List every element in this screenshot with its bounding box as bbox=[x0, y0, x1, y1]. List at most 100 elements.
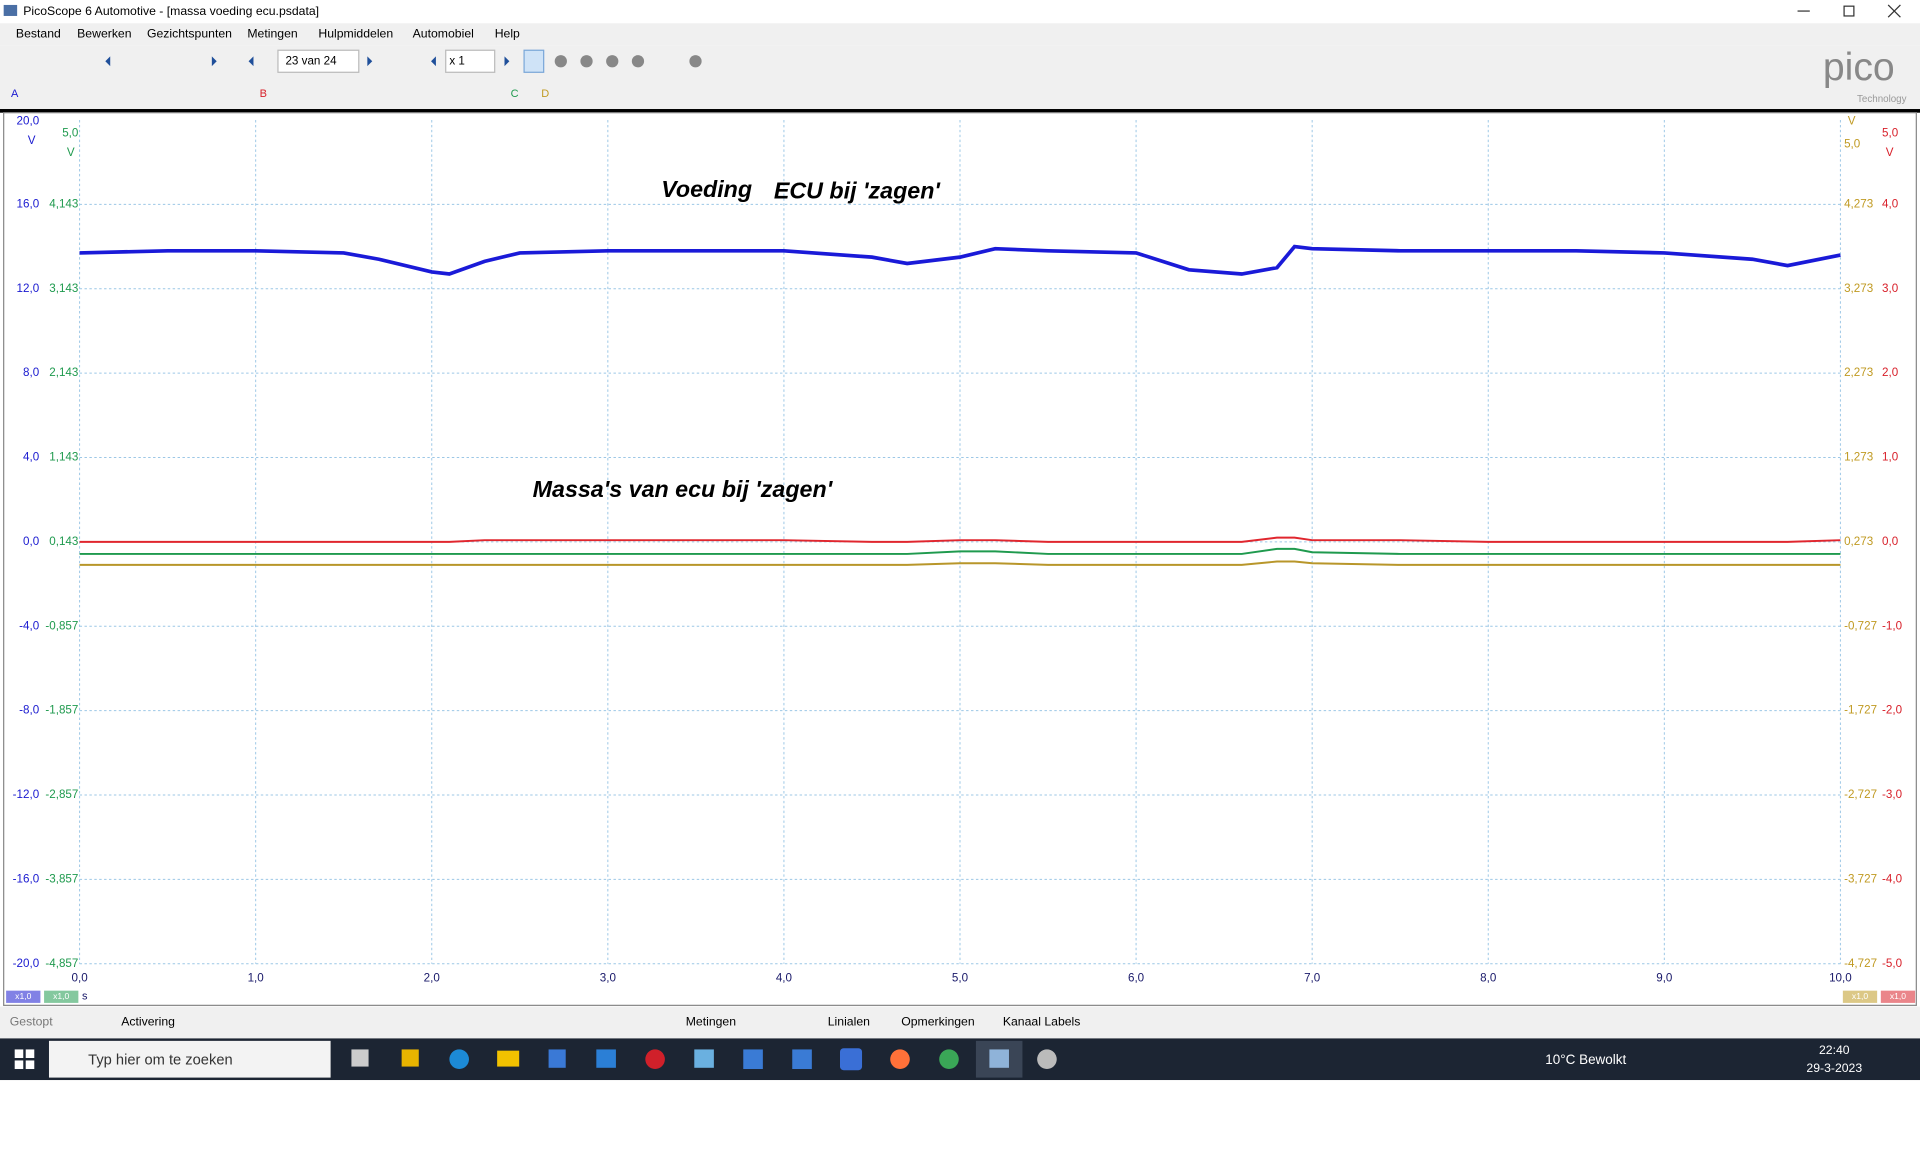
trace bbox=[79, 560, 1841, 566]
channel-button[interactable]: D bbox=[541, 88, 549, 100]
y-tick-label: 2,273 bbox=[1844, 366, 1873, 379]
y-tick-label: 4,273 bbox=[1844, 197, 1873, 210]
menu-item[interactable]: Help bbox=[495, 27, 520, 41]
pointer-tool[interactable] bbox=[523, 49, 545, 73]
scale-badge-bg bbox=[44, 990, 79, 1003]
y-tick-label: 0,273 bbox=[1844, 535, 1873, 548]
y-tick-label: -8,0 bbox=[19, 704, 40, 717]
y-tick-label: -2,857 bbox=[45, 788, 78, 801]
y-tick-label: -3,857 bbox=[45, 872, 78, 885]
trace bbox=[79, 536, 1841, 543]
rulers-toggle[interactable]: Linialen bbox=[828, 1015, 870, 1029]
zoom-indicator: x 1 bbox=[449, 54, 465, 67]
weather[interactable]: 10°C Bewolkt bbox=[1545, 1052, 1626, 1067]
x-tick-label: 2,0 bbox=[424, 971, 441, 984]
y-tick-label: -1,0 bbox=[1882, 619, 1903, 632]
x-tick-label: 1,0 bbox=[248, 971, 265, 984]
y-tick-label: -3,0 bbox=[1882, 788, 1903, 801]
annotation: Voeding bbox=[661, 176, 752, 202]
trace bbox=[79, 244, 1841, 276]
menu-bar bbox=[0, 23, 1920, 46]
channel-button[interactable]: B bbox=[260, 88, 267, 100]
channel-button[interactable]: A bbox=[11, 88, 19, 100]
window-controls[interactable] bbox=[1797, 4, 1901, 18]
scale-badge-bg bbox=[1880, 990, 1916, 1003]
x-tick-label: 7,0 bbox=[1304, 971, 1321, 984]
notes-toggle[interactable]: Opmerkingen bbox=[901, 1015, 975, 1029]
y-tick-label: -1,727 bbox=[1844, 704, 1877, 717]
clock-date[interactable]: 29-3-2023 bbox=[1806, 1061, 1862, 1075]
trace bbox=[79, 547, 1841, 555]
y-tick-label: 1,0 bbox=[1882, 451, 1899, 464]
y-tick-label: -2,727 bbox=[1844, 788, 1877, 801]
annotation: ECU bij 'zagen' bbox=[774, 177, 942, 203]
menu-item[interactable]: Metingen bbox=[247, 27, 298, 41]
title-bar bbox=[0, 0, 1920, 24]
scale-badge: x1,0 bbox=[1852, 991, 1868, 1001]
y-tick-label: -2,0 bbox=[1882, 704, 1903, 717]
y-tick-label: -0,857 bbox=[45, 619, 78, 632]
y-tick-label: 1,143 bbox=[49, 451, 78, 464]
y-tick-label: 2,143 bbox=[49, 366, 78, 379]
clock-time[interactable]: 22:40 bbox=[1819, 1043, 1850, 1057]
y-tick-label: 0,0 bbox=[1882, 535, 1899, 548]
y-tick-label: 2,0 bbox=[1882, 366, 1899, 379]
x-tick-label: 10,0 bbox=[1829, 971, 1852, 984]
menu-item[interactable]: Gezichtspunten bbox=[147, 27, 232, 41]
axis-range: 5,0 bbox=[62, 127, 79, 140]
app-icon bbox=[3, 4, 18, 16]
x-tick-label: 9,0 bbox=[1656, 971, 1673, 984]
y-tick-label: -4,0 bbox=[1882, 872, 1903, 885]
y-tick-label: -20,0 bbox=[13, 957, 40, 970]
axis-range: 20,0 bbox=[17, 114, 40, 127]
y-tick-label: 3,273 bbox=[1844, 282, 1873, 295]
x-tick-label: 6,0 bbox=[1128, 971, 1145, 984]
search-box[interactable] bbox=[48, 1040, 331, 1078]
x-tick-label: 4,0 bbox=[776, 971, 793, 984]
axis-range: 5,0 bbox=[1844, 138, 1861, 151]
taskbar-apps[interactable] bbox=[351, 1040, 1057, 1078]
logo-sub: Technology bbox=[1857, 94, 1907, 105]
y-tick-label: 0,143 bbox=[49, 535, 78, 548]
axis-unit: V bbox=[1848, 114, 1856, 127]
scale-badge-bg bbox=[6, 990, 41, 1003]
x-tick-label: 3,0 bbox=[600, 971, 617, 984]
tool-icons[interactable] bbox=[554, 55, 702, 68]
menu-item[interactable]: Bestand bbox=[16, 27, 61, 41]
search-placeholder[interactable]: Typ hier om te zoeken bbox=[88, 1052, 233, 1068]
y-tick-label: -5,0 bbox=[1882, 957, 1903, 970]
channel-button[interactable]: C bbox=[511, 88, 519, 100]
view-border bbox=[0, 109, 1920, 113]
y-tick-label: 16,0 bbox=[17, 197, 40, 210]
measurements-toggle[interactable]: Metingen bbox=[686, 1015, 737, 1029]
menu-item[interactable]: Hulpmiddelen bbox=[318, 27, 393, 41]
menu-item[interactable]: Bewerken bbox=[77, 27, 132, 41]
y-tick-label: -4,0 bbox=[19, 619, 40, 632]
channel-labels-toggle[interactable]: Kanaal Labels bbox=[1003, 1015, 1081, 1029]
trigger-mode[interactable]: Activering bbox=[121, 1015, 175, 1029]
y-tick-label: 3,0 bbox=[1882, 282, 1899, 295]
toolbar-arrows[interactable] bbox=[105, 56, 510, 67]
x-tick-label: 8,0 bbox=[1480, 971, 1497, 984]
axis-unit: V bbox=[28, 134, 36, 147]
axis-unit: V bbox=[67, 146, 75, 159]
x-tick-label: 0,0 bbox=[72, 971, 89, 984]
status-bar bbox=[0, 1006, 1920, 1039]
y-tick-label: 3,143 bbox=[49, 282, 78, 295]
logo-name: pico bbox=[1823, 46, 1895, 89]
page-box[interactable] bbox=[277, 49, 360, 73]
start-button[interactable] bbox=[14, 1049, 35, 1070]
x-unit: s bbox=[82, 991, 88, 1003]
status-state: Gestopt bbox=[10, 1015, 53, 1029]
zoom-box[interactable] bbox=[445, 49, 496, 73]
y-tick-label: -4,857 bbox=[45, 957, 78, 970]
page-indicator: 23 van 24 bbox=[285, 54, 337, 67]
x-tick-label: 5,0 bbox=[952, 971, 969, 984]
annotation: Massa's van ecu bij 'zagen' bbox=[533, 476, 834, 502]
axis-unit: V bbox=[1886, 146, 1894, 159]
menu-item[interactable]: Automobiel bbox=[413, 27, 474, 41]
y-tick-label: 8,0 bbox=[23, 366, 40, 379]
scale-badge: x1,0 bbox=[53, 991, 69, 1001]
